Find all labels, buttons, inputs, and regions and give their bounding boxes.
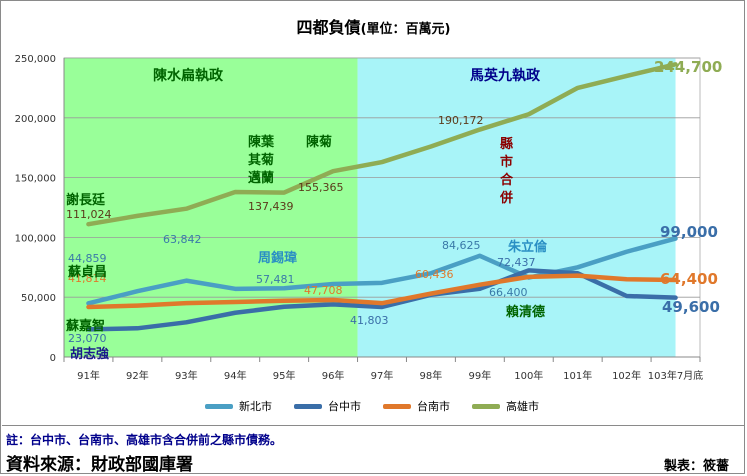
y-tick-label: 250,000 [15,54,56,65]
annotation-label: 邁蘭 [248,170,274,186]
data-label: 244,700 [654,58,722,76]
legend-label: 新北市 [239,400,272,413]
x-tick-label: 102年 [612,369,641,382]
chart-title: 四都負債(單位：百萬元) [0,14,747,38]
x-tick-label: 99年 [468,369,491,382]
annotation-label: 合 [500,172,514,188]
annotation-label: 其菊 [248,152,274,168]
x-tick-label: 97年 [371,369,394,382]
annotation-label: 胡志強 [70,346,109,362]
data-label: 23,070 [68,332,107,345]
data-label: 41,814 [68,272,107,285]
annotation-label: 周錫瑋 [258,250,297,266]
annotation-label: 蘇貞昌 [67,264,107,280]
data-label: 44,859 [68,252,107,265]
data-label: 66,400 [489,286,528,299]
data-label: 137,439 [248,200,294,213]
annotation-label: 市 [500,154,513,170]
legend-swatch [205,403,233,409]
legend-label: 台中市 [328,400,361,413]
legend-item: 高雄市 [472,398,539,414]
footer-divider [2,425,745,426]
x-tick-label: 91年 [77,369,100,382]
legend-swatch [383,403,411,409]
annotation-label: 朱立倫 [507,239,548,255]
x-tick-label: 94年 [224,369,247,382]
y-tick-label: 100,000 [15,233,56,244]
x-tick-label: 101年 [563,369,592,382]
region-band-1 [357,58,676,357]
data-label: 47,708 [304,284,343,297]
data-label: 111,024 [66,208,112,221]
x-tick-label: 98年 [420,369,443,382]
region-label-ma: 馬英九執政 [470,67,541,84]
x-tick-label: 92年 [126,369,149,382]
legend-item: 台中市 [294,398,361,414]
legend-label: 高雄市 [506,400,539,413]
data-label: 64,400 [660,270,718,288]
data-label: 57,481 [256,273,295,286]
legend-item: 台南市 [383,398,450,414]
data-label: 49,600 [662,298,720,316]
annotation-label: 蘇嘉智 [65,318,105,334]
data-label: 155,365 [298,181,344,194]
legend-swatch [472,403,500,409]
chart-note: 註：台中市、台南市、高雄市含合併前之縣市債務。 [6,433,283,447]
legend-label: 台南市 [417,400,450,413]
annotation-label: 縣 [500,136,513,152]
chart-title-main: 四都負債 [296,18,361,37]
annotation-label: 陳菊 [306,134,332,150]
series-line-3 [86,62,678,227]
chart-legend: 新北市 台中市 台南市 高雄市 [205,398,539,414]
data-label: 72,437 [497,256,536,269]
x-tick-label: 100年 [514,369,543,382]
annotation-label: 賴清德 [506,304,545,320]
legend-swatch [294,403,322,409]
x-tick-label: 96年 [322,369,345,382]
chart-maker: 製表：筱薔 [663,459,729,474]
data-label: 60,436 [415,268,454,281]
data-label: 84,625 [442,239,481,252]
series-line-0 [86,236,678,306]
data-source: 資料來源：財政部國庫署 [6,455,193,475]
annotation-label: 陳葉 [248,134,275,150]
series-line-2 [86,273,678,310]
annotation-label: 併 [499,190,513,206]
y-tick-label: 200,000 [15,114,56,125]
data-label: 41,803 [350,314,389,327]
x-tick-label: 95年 [273,369,296,382]
annotation-label: 謝長廷 [66,192,106,208]
y-tick-label: 50,000 [21,293,56,304]
data-label: 63,842 [163,233,202,246]
x-tick-label: 93年 [175,369,198,382]
chart-title-unit: (單位：百萬元) [360,22,451,37]
data-label: 190,172 [438,114,484,127]
series-line-1 [86,268,678,332]
x-tick-label: 103年7月底 [648,369,703,382]
y-tick-label: 0 [50,353,56,364]
data-label: 99,000 [660,223,718,241]
region-label-chen: 陳水扁執政 [153,67,224,84]
y-tick-label: 150,000 [15,174,56,185]
legend-item: 新北市 [205,398,272,414]
